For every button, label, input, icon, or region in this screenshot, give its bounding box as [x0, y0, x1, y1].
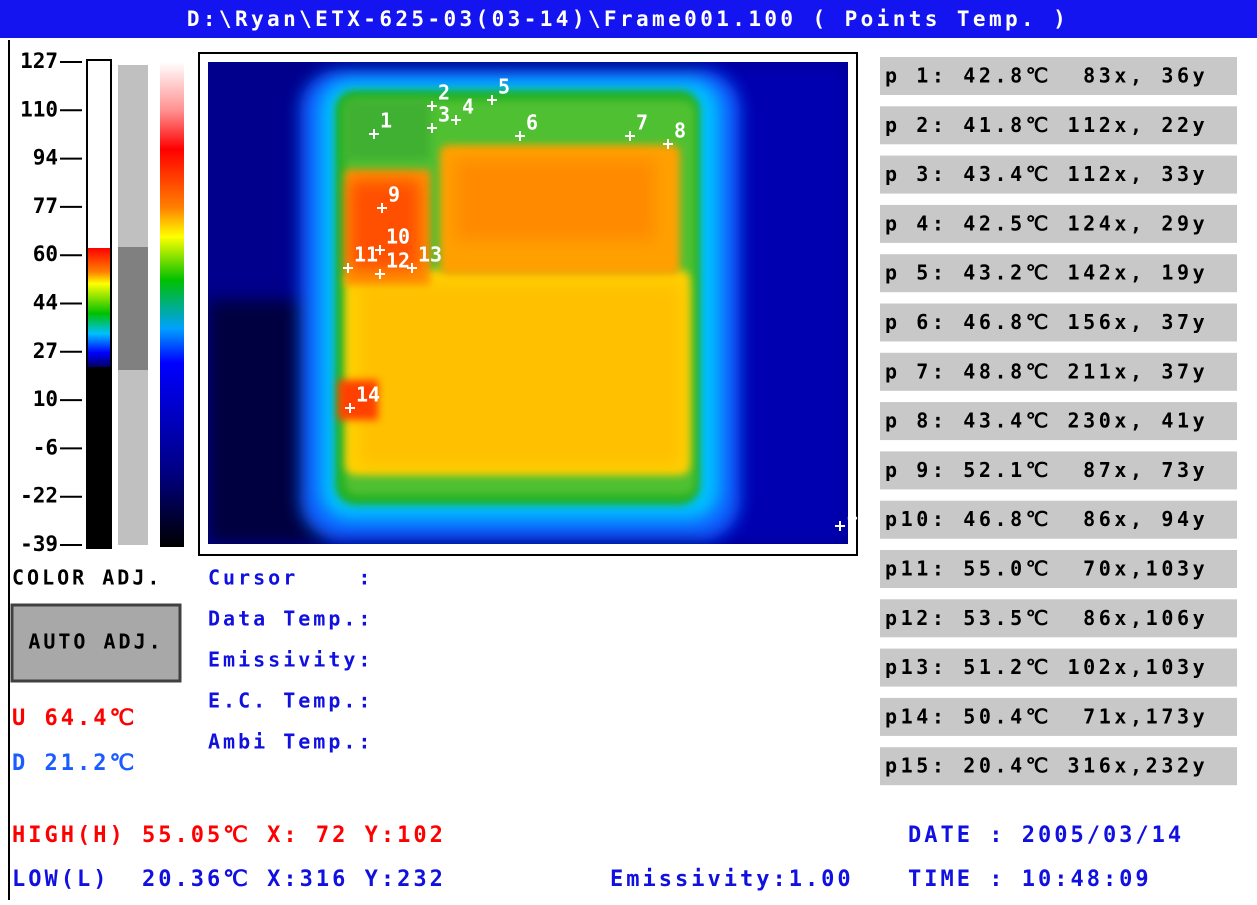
marker-label: 15: [846, 501, 870, 525]
page: D:\Ryan\ETX-625-03(03-14)\Frame001.100 (…: [0, 0, 1257, 900]
scale-label: -22: [20, 484, 58, 508]
point-entry: p 5: 43.2℃ 142x, 19y: [885, 261, 1208, 285]
scale-label: -39: [20, 532, 58, 556]
marker-label: 9: [388, 183, 400, 207]
marker-label: 3: [438, 103, 450, 127]
low-info: LOW(L) 20.36℃ X:316 Y:232: [12, 867, 446, 892]
point-entry: p 9: 52.1℃ 87x, 73y: [885, 458, 1208, 482]
marker-label: 4: [462, 95, 474, 119]
date-info: DATE : 2005/03/14: [908, 823, 1184, 848]
point-entry: p 6: 46.8℃ 156x, 37y: [885, 310, 1208, 334]
marker-label: 12: [386, 249, 410, 273]
window-title: D:\Ryan\ETX-625-03(03-14)\Frame001.100 (…: [187, 7, 1069, 31]
scale-label: 127: [20, 49, 58, 73]
high-info: HIGH(H) 55.05℃ X: 72 Y:102: [12, 823, 446, 848]
scale-bar-1-low: [88, 367, 110, 547]
scale-bar-2-range: [118, 247, 148, 370]
point-entry: p12: 53.5℃ 86x,106y: [885, 606, 1208, 630]
scale-bar-1-range: [88, 248, 110, 367]
point-entry: p15: 20.4℃ 316x,232y: [885, 754, 1208, 778]
scale-label: 44: [33, 291, 58, 315]
cursor-info-label: Cursor :: [208, 566, 373, 590]
marker-label: 7: [636, 111, 648, 135]
point-entry: p 2: 41.8℃ 112x, 22y: [885, 113, 1208, 137]
scale-label: 94: [33, 146, 58, 170]
scale-label: -6: [33, 435, 58, 459]
time-info: TIME : 10:48:09: [908, 867, 1152, 892]
marker-label: 6: [526, 111, 538, 135]
scale-label: 10: [33, 387, 58, 411]
marker-label: 10: [386, 225, 410, 249]
scale-label: 60: [33, 242, 58, 266]
cursor-info-label: Emissivity:: [208, 648, 373, 672]
cursor-info-label: Data Temp.:: [208, 607, 373, 631]
point-entry: p 1: 42.8℃ 83x, 36y: [885, 64, 1208, 88]
point-entry: p 7: 48.8℃ 211x, 37y: [885, 359, 1208, 383]
point-entry: p 3: 43.4℃ 112x, 33y: [885, 162, 1208, 186]
scale-label: 77: [33, 194, 58, 218]
point-entry: p10: 46.8℃ 86x, 94y: [885, 507, 1208, 531]
marker-label: 13: [418, 243, 442, 267]
screen: D:\Ryan\ETX-625-03(03-14)\Frame001.100 (…: [0, 0, 1257, 900]
marker-label: 11: [354, 243, 378, 267]
upper-temp: U 64.4℃: [12, 706, 137, 731]
marker-label: 1: [380, 109, 392, 133]
point-entry: p 8: 43.4℃ 230x, 41y: [885, 409, 1208, 433]
emissivity-info: Emissivity:1.00: [610, 867, 854, 892]
point-entry: p 4: 42.5℃ 124x, 29y: [885, 211, 1208, 235]
point-entry: p14: 50.4℃ 71x,173y: [885, 704, 1208, 728]
marker-label: 14: [356, 383, 380, 407]
marker-label: 2: [438, 81, 450, 105]
cursor-info-label: Ambi Temp.:: [208, 730, 373, 754]
point-entry: p13: 51.2℃ 102x,103y: [885, 655, 1208, 679]
scale-label: 110: [20, 97, 58, 121]
marker-label: 8: [674, 119, 686, 143]
palette-bar: [160, 62, 184, 547]
scale-label: 27: [33, 339, 58, 363]
auto-adj-label[interactable]: AUTO ADJ.: [28, 630, 163, 654]
point-entry: p11: 55.0℃ 70x,103y: [885, 557, 1208, 581]
lower-temp: D 21.2℃: [12, 751, 137, 776]
color-adj-label: COLOR ADJ.: [12, 566, 162, 590]
cursor-info-label: E.C. Temp.:: [208, 689, 373, 713]
marker-label: 5: [498, 75, 510, 99]
